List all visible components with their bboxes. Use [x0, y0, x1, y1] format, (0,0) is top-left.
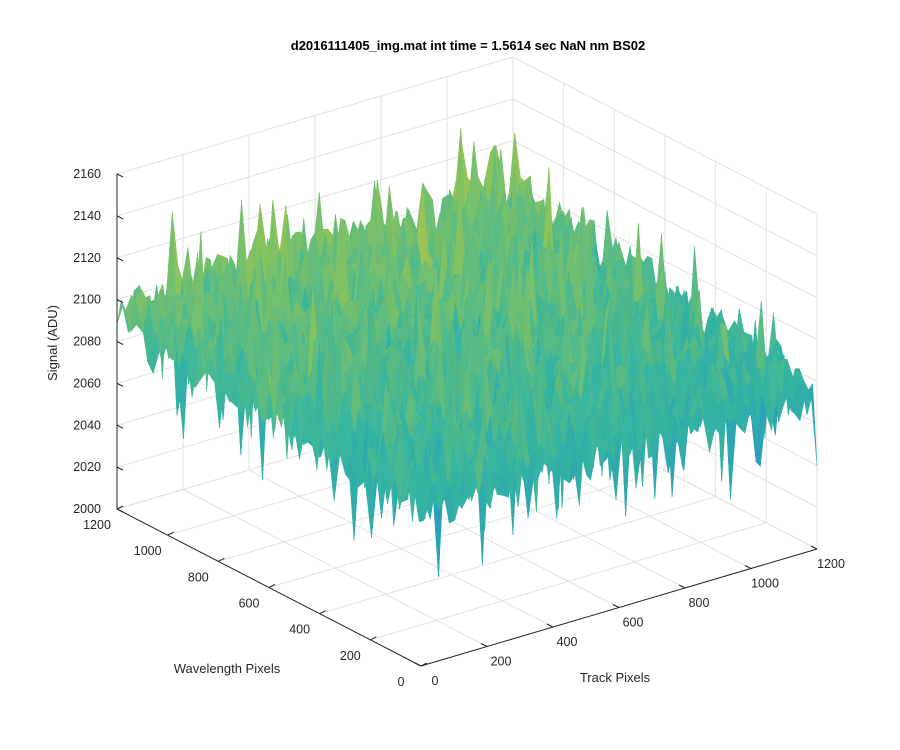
- z-tick-label: 2120: [73, 251, 101, 265]
- z-tick-mark: [116, 215, 124, 220]
- z-tick-mark: [116, 257, 124, 262]
- z-tick-label: 2060: [73, 376, 101, 390]
- z-tick-mark: [116, 382, 124, 387]
- z-tick-mark: [116, 341, 124, 345]
- z-tick-label: 2160: [73, 167, 101, 181]
- z-tick-mark: [116, 466, 124, 471]
- y-tick-label: 800: [188, 570, 209, 584]
- wall-grid-line: [512, 140, 818, 299]
- z-tick-label: 2000: [73, 502, 101, 516]
- z-tick-label: 2080: [73, 335, 101, 349]
- z-tick-label: 2100: [73, 293, 101, 307]
- x-tick-label: 400: [557, 635, 578, 649]
- y-tick-label: 600: [239, 597, 260, 611]
- z-tick-label: 2140: [73, 209, 101, 223]
- z-tick-mark: [116, 299, 124, 304]
- wall-grid-line: [512, 56, 818, 215]
- x-tick-mark: [612, 604, 620, 608]
- x-tick-mark: [678, 584, 686, 589]
- y-tick-label: 200: [340, 649, 361, 663]
- surface-plot: [116, 128, 818, 577]
- wall-grid-line: [512, 98, 818, 257]
- wall-grid-line: [512, 182, 818, 341]
- x-tick-mark: [546, 623, 554, 628]
- z-tick-mark: [116, 424, 124, 429]
- wall-grid-line: [116, 98, 514, 217]
- x-tick-mark: [480, 643, 488, 647]
- z-tick-mark: [116, 173, 124, 178]
- wall-grid-line: [116, 56, 514, 175]
- x-tick-label: 600: [623, 616, 644, 630]
- y-tick-label: 400: [289, 623, 310, 637]
- x-tick-label: 1200: [817, 557, 845, 571]
- x-tick-label: 200: [491, 655, 512, 669]
- x-tick-label: 1000: [751, 577, 779, 591]
- floor-grid-line: [319, 496, 716, 615]
- z-tick-label: 2020: [73, 460, 101, 474]
- y-tick-label: 0: [398, 675, 405, 689]
- z-tick-mark: [116, 508, 124, 513]
- x-tick-label: 800: [689, 596, 710, 610]
- y-tick-label: 1000: [134, 544, 162, 558]
- x-tick-mark: [810, 545, 818, 550]
- wall-grid-line: [116, 140, 514, 259]
- floor-grid-line: [268, 470, 666, 588]
- z-tick-label: 2040: [73, 418, 101, 432]
- y-tick-label: 1200: [83, 518, 111, 532]
- floor-grid-line: [370, 522, 767, 641]
- x-tick-mark: [414, 662, 422, 667]
- x-tick-label: 0: [432, 674, 439, 688]
- x-tick-mark: [744, 565, 752, 569]
